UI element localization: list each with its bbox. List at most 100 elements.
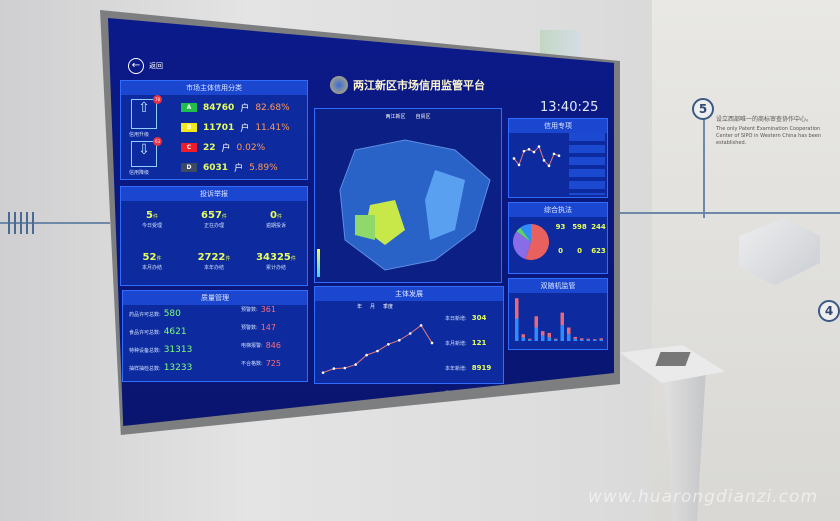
- upgrade-label: 信用升级: [129, 132, 150, 138]
- complaint-stat[interactable]: 34325件 累计办结: [245, 245, 307, 271]
- supervision-bar-chart: [515, 298, 603, 341]
- complaint-stat[interactable]: 52件 本月办结: [121, 245, 183, 271]
- bar: [586, 339, 590, 341]
- data-point: [419, 324, 423, 327]
- data-point: [512, 157, 516, 160]
- map-region: [339, 139, 491, 271]
- series-line: [322, 324, 433, 374]
- grade-count: 22: [203, 142, 216, 153]
- quality-label: 特种设备总数:: [129, 347, 161, 354]
- enforcement-stat: 598: [572, 223, 587, 231]
- wall-line: [618, 212, 840, 214]
- pie-slice: [513, 231, 531, 260]
- stat-value: 2722: [197, 252, 226, 263]
- dashboard-screen[interactable]: ← 返回 两江新区市场信用监管平台 13:40:25 市场主体信用分类 ⇧ 78…: [108, 18, 614, 426]
- complaints-panel: 投诉举报 5件 今日受理 657件 正在办理 0件 逾期投诉 52件 本月办结 …: [120, 186, 308, 286]
- enforcement-stat: 93: [555, 223, 566, 231]
- downgrade-badge: 63: [153, 137, 162, 146]
- legend-month[interactable]: 月: [369, 304, 375, 310]
- development-stat: 本年新增: 8919: [445, 355, 496, 374]
- grade-row: D 6031 户 5.89%: [181, 161, 278, 174]
- stat-label: 本月办结: [141, 265, 162, 271]
- grade-tag: A: [181, 103, 197, 112]
- map-legend-lj[interactable]: 两江新区: [385, 114, 406, 120]
- back-label: 返回: [149, 62, 163, 70]
- bar: [515, 298, 519, 319]
- stat-value: 304: [471, 314, 487, 322]
- stat-unit: 件: [225, 256, 231, 262]
- quality-label: 药品许可总数:: [129, 311, 161, 318]
- credit-panel: 市场主体信用分类 ⇧ 78 信用升级 ⇩ 63 信用降级 A 84760 户 8…: [120, 80, 308, 180]
- legend-year[interactable]: 年: [356, 304, 362, 310]
- enforcement-stat: 0: [558, 247, 563, 255]
- wall-line: [703, 118, 705, 218]
- bar: [599, 338, 603, 340]
- data-point: [557, 154, 561, 158]
- map-region-highlight: [355, 215, 375, 240]
- data-point: [537, 145, 541, 148]
- grade-percent: 0.02%: [236, 142, 266, 153]
- panel-title: 主体发展: [315, 287, 503, 301]
- grade-count: 6031: [203, 162, 229, 173]
- stat-label: 逾期投诉: [265, 223, 286, 229]
- quality-panel: 质量管理 药品许可总数: 580 预警数: 361 食品许可总数: 4621 预…: [122, 290, 308, 382]
- enforcement-panel: 综合执法 93 598 244 0 0 623: [508, 202, 608, 274]
- map-scale-bar: [317, 249, 320, 277]
- quality-value: 31313: [163, 345, 193, 355]
- complaint-stat[interactable]: 2722件 本年办结: [183, 245, 245, 271]
- stat-unit: 件: [156, 256, 162, 262]
- enforcement-stat: 0: [577, 247, 582, 255]
- pie-slice: [516, 227, 531, 242]
- upgrade-badge: 78: [153, 95, 162, 104]
- district-map[interactable]: [315, 120, 503, 280]
- step-4-marker: 4: [818, 300, 840, 322]
- bar: [593, 340, 597, 341]
- downgrade-label: 信用降级: [129, 170, 150, 176]
- quality-row: 抽样抽检总数: 13233: [129, 363, 192, 373]
- grade-percent: 11.41%: [255, 122, 290, 133]
- grade-unit: 户: [234, 164, 244, 174]
- bar: [580, 338, 584, 340]
- supervision-panel: 双随机监管: [508, 278, 608, 350]
- wall-caption-cn: 设立西部唯一的商标审查协作中心。: [716, 116, 813, 123]
- grade-row: C 22 户 0.02%: [181, 141, 265, 154]
- credit-downgrade-button[interactable]: ⇩ 63: [131, 137, 162, 167]
- legend-quarter[interactable]: 季度: [383, 304, 394, 310]
- data-point: [376, 349, 379, 353]
- enforcement-stat: 623: [591, 247, 606, 255]
- stat-value: 657: [201, 210, 222, 221]
- stat-value: 0: [270, 210, 277, 221]
- back-button[interactable]: ← 返回: [128, 58, 163, 74]
- stat-value: 8919: [471, 364, 492, 372]
- wall-logo-bars: [8, 212, 38, 234]
- quality-value: 147: [260, 323, 276, 332]
- stat-value: 5: [146, 210, 153, 221]
- stat-unit: 件: [221, 214, 227, 220]
- map-legend-ftz[interactable]: 自贸区: [415, 114, 431, 120]
- quality-label: 不合格数:: [241, 361, 263, 367]
- development-panel: 主体发展 年 月 季度 本日新增: 304 本月新增: 121 本年新增: 89…: [314, 286, 504, 397]
- bar: [580, 339, 584, 341]
- page-title: 两江新区市场信用监管平台: [353, 79, 485, 92]
- complaint-stat[interactable]: 657件 正在办理: [183, 203, 245, 229]
- data-point: [527, 147, 531, 151]
- step-5-marker: 5: [692, 98, 714, 120]
- credit-upgrade-button[interactable]: ⇧ 78: [131, 95, 162, 129]
- map-panel[interactable]: 两江新区 自贸区: [314, 108, 502, 283]
- clock: 13:40:25: [540, 100, 599, 115]
- stat-value: 52: [142, 252, 157, 263]
- quality-row: 预警数: 147: [241, 323, 276, 332]
- panel-title: 市场主体信用分类: [121, 81, 307, 95]
- quality-label: 预警数:: [241, 325, 258, 331]
- development-stat: 本月新增: 121: [445, 330, 496, 349]
- complaint-stat[interactable]: 5件 今日受理: [121, 203, 183, 229]
- data-point: [365, 353, 368, 357]
- bar: [554, 338, 558, 340]
- bar: [534, 327, 538, 341]
- grade-count: 84760: [203, 102, 235, 113]
- complaint-stat[interactable]: 0件 逾期投诉: [245, 203, 307, 229]
- grade-tag: D: [181, 163, 197, 172]
- data-point: [332, 367, 336, 370]
- grade-percent: 5.89%: [249, 162, 278, 173]
- grade-count: 11701: [203, 122, 235, 133]
